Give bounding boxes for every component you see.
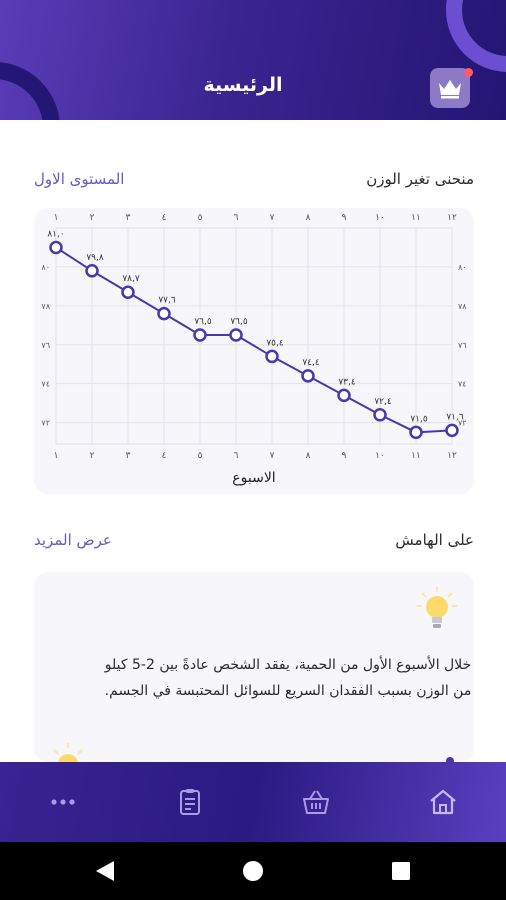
data-point-label: ٧٢,٤ (374, 397, 392, 407)
data-point (85, 264, 99, 278)
y-tick-label-left: ٧٨ (41, 302, 50, 311)
more-dots-icon (51, 799, 75, 805)
data-point-label: ٧٦,٥ (194, 317, 212, 327)
data-point (121, 285, 135, 299)
notes-title: على الهامش (395, 531, 474, 549)
nav-more[interactable] (0, 762, 127, 842)
data-point-label: ٧٩,٨ (86, 253, 104, 263)
series-line (55, 246, 453, 434)
y-tick-label-left: ٧٦ (41, 341, 50, 350)
data-point (301, 369, 315, 383)
data-point (229, 328, 243, 342)
data-point (49, 240, 63, 255)
lightbulb-icon (53, 743, 83, 764)
x-tick-label-top: ١٢ (447, 213, 457, 223)
x-tick-label-bottom: ٧ (270, 451, 275, 461)
basket-icon (303, 790, 330, 814)
x-tick-label-bottom: ٨ (306, 451, 311, 461)
x-tick-label-bottom: ٩ (342, 451, 347, 461)
recent-square-icon[interactable] (388, 858, 414, 884)
x-tick-label-top: ٩ (342, 213, 347, 223)
data-point-label: ٧٥,٤ (266, 338, 284, 348)
home-icon (430, 789, 456, 815)
x-tick-label-top: ٧ (270, 213, 275, 223)
x-tick-label-bottom: ٤ (162, 451, 167, 461)
level-link[interactable]: المستوى الاول (34, 170, 125, 188)
clipboard-icon (179, 789, 200, 815)
y-tick-label-right: ٧٤ (458, 380, 467, 389)
tip-text: خلال الأسبوع الأول من الحمية، يفقد الشخص… (104, 657, 472, 699)
x-tick-label-bottom: ١٢ (447, 451, 457, 461)
x-axis-label: الاسبوع (232, 470, 275, 486)
notification-dot (464, 68, 473, 77)
x-tick-label-bottom: ٣ (126, 451, 131, 461)
x-tick-label-top: ٤ (162, 213, 167, 223)
app-header: الرئيسية (0, 0, 506, 120)
data-point-label: ٧٤,٤ (302, 358, 320, 368)
y-tick-label-left: ٧٢ (41, 419, 50, 428)
carousel-indicator (446, 757, 454, 765)
data-point-label: ٧٧,٦ (158, 296, 176, 306)
x-tick-label-top: ٣ (126, 213, 131, 223)
data-point-label: ٧١,٦ (446, 412, 464, 422)
bottom-navigation (0, 762, 506, 842)
x-tick-label-top: ٨ (306, 213, 311, 223)
data-point (409, 425, 423, 440)
data-point (445, 423, 459, 438)
nav-plan[interactable] (127, 762, 254, 842)
show-more-link[interactable]: عرض المزيد (34, 531, 112, 549)
data-point (373, 408, 387, 422)
lightbulb-icon (417, 587, 457, 628)
nav-home[interactable] (380, 762, 506, 842)
system-navigation-bar (0, 842, 506, 900)
x-tick-label-top: ١١ (411, 213, 421, 223)
page-title: الرئيسية (203, 74, 283, 96)
x-tick-label-bottom: ٢ (90, 451, 95, 461)
x-tick-label-bottom: ٦ (234, 451, 239, 461)
x-tick-label-top: ٢ (90, 213, 95, 223)
y-tick-label-right: ٧٦ (458, 341, 467, 350)
data-point-label: ٧٣,٤ (338, 377, 356, 387)
plot-border (55, 227, 453, 445)
data-point-label: ٨١,٠ (47, 229, 64, 239)
premium-crown-button[interactable] (430, 68, 470, 108)
home-circle-icon[interactable] (240, 858, 266, 884)
y-tick-label-left: ٨٠ (41, 263, 50, 272)
y-tick-label-right: ٧٨ (458, 302, 467, 311)
tip-card: خلال الأسبوع الأول من الحمية، يفقد الشخص… (34, 572, 474, 762)
data-point-label: ٧٨,٧ (122, 274, 140, 284)
x-tick-label-top: ١٠ (375, 213, 385, 223)
data-point-label: ٧٦,٥ (230, 317, 248, 327)
x-tick-label-top: ٥ (198, 213, 203, 223)
crown-icon (439, 80, 461, 99)
nav-shop[interactable] (253, 762, 380, 842)
data-point (193, 328, 207, 342)
back-triangle-icon[interactable] (92, 858, 118, 884)
x-tick-label-top: ١ (54, 213, 59, 223)
y-tick-label-right: ٧٢ (458, 419, 467, 428)
x-tick-label-top: ٦ (234, 213, 239, 223)
data-point (337, 388, 351, 403)
x-tick-label-bottom: ١ (54, 451, 59, 461)
data-point (157, 306, 171, 321)
weight-chart-title: منحنى تغير الوزن (366, 170, 474, 188)
y-tick-label-left: ٧٤ (41, 380, 50, 389)
data-point (265, 349, 279, 364)
x-tick-label-bottom: ١١ (411, 451, 421, 461)
decorative-ring (446, 0, 506, 72)
x-tick-label-bottom: ٥ (198, 451, 203, 461)
weight-chart-card: ١ ١ ٢ ٢ ٣ ٣ ٤ ٤ ٥ ٥ ٦ ٦ ٧ ٧ ٨ ٨ ٩ ٩ ١٠ ١٠ ١١ ١١ ١٢ ١٢ ٨٠ ٨٠ ٧٨ ٧٨ ٧٦… (34, 208, 474, 494)
x-tick-label-bottom: ١٠ (375, 451, 385, 461)
data-point-label: ٧١,٥ (410, 414, 428, 424)
y-tick-label-right: ٨٠ (458, 263, 467, 272)
